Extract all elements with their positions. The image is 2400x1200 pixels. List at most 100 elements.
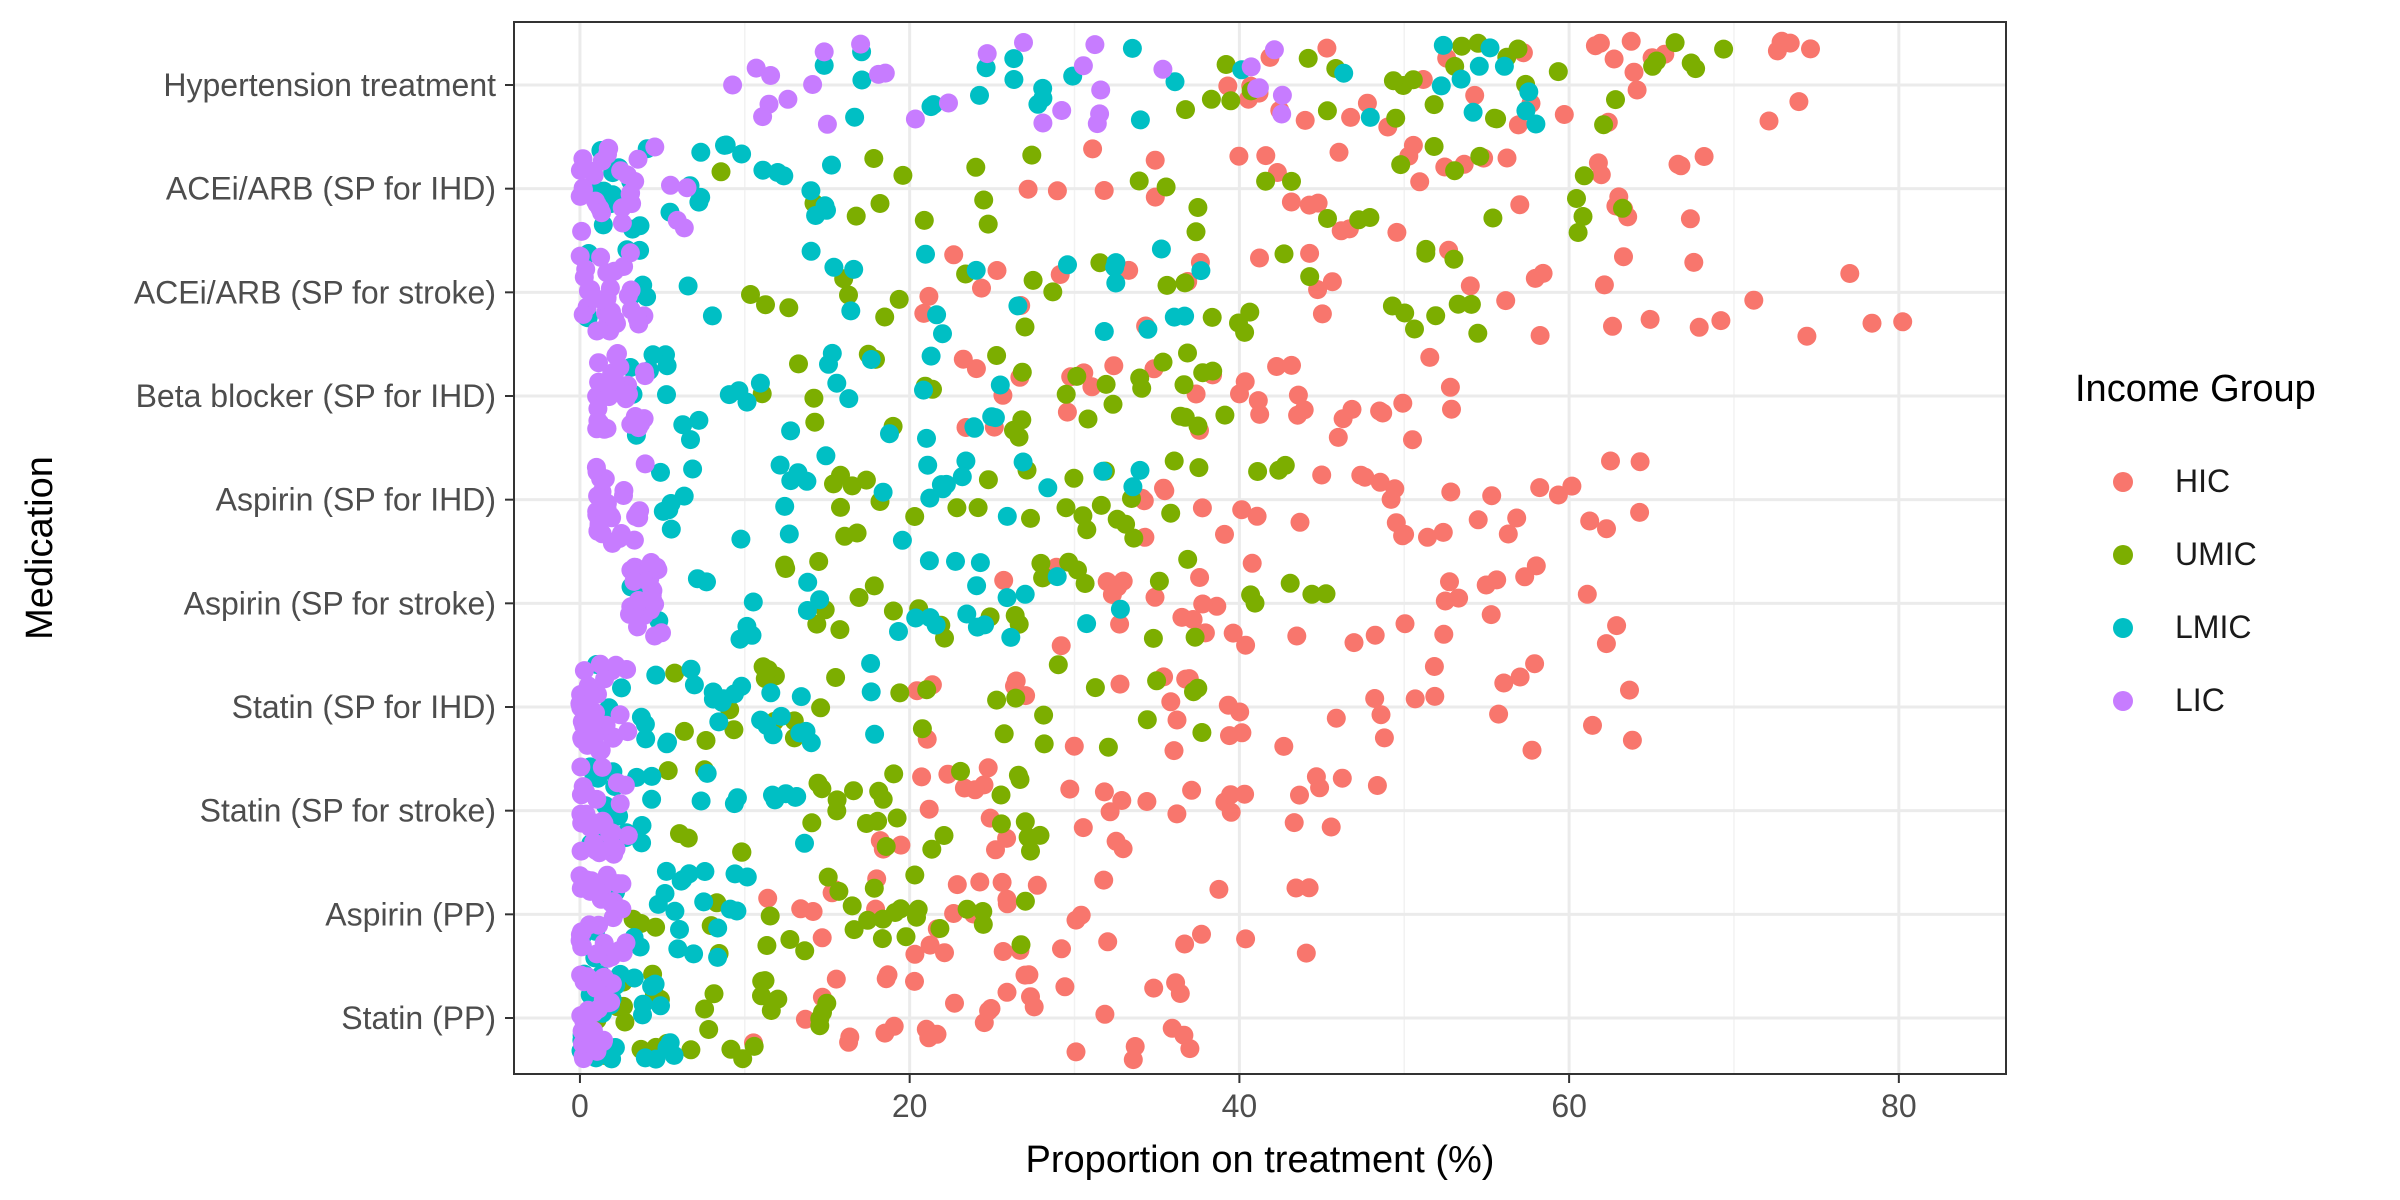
- y-tick-label: Aspirin (SP for IHD): [216, 482, 496, 518]
- data-point-umic: [930, 919, 950, 938]
- data-point-umic: [991, 785, 1011, 805]
- data-point-umic: [842, 476, 862, 496]
- data-point-hic: [1614, 247, 1633, 267]
- data-point-hic: [1232, 500, 1252, 520]
- data-point-hic: [1476, 575, 1496, 595]
- data-point-umic: [896, 927, 916, 947]
- data-point-hic: [992, 872, 1012, 892]
- data-point-hic: [1242, 553, 1262, 573]
- data-point-lmic: [927, 305, 947, 325]
- data-point-hic: [1580, 511, 1600, 531]
- data-point-lmic: [1004, 70, 1024, 89]
- data-point-umic: [847, 523, 867, 543]
- data-point-hic: [1066, 1042, 1086, 1062]
- data-point-hic: [1498, 524, 1518, 544]
- data-point-hic: [945, 993, 964, 1013]
- data-point-lmic: [633, 994, 653, 1014]
- data-point-hic: [993, 942, 1013, 961]
- data-point-hic: [1780, 33, 1800, 53]
- data-point-lmic: [861, 654, 881, 673]
- data-point-lic: [586, 841, 606, 860]
- data-point-lic: [597, 263, 617, 283]
- data-point-lmic: [917, 428, 936, 448]
- data-point-umic: [678, 828, 698, 848]
- data-point-lmic: [1123, 477, 1143, 497]
- data-point-lic: [746, 58, 766, 78]
- data-point-hic: [1373, 403, 1393, 423]
- data-point-umic: [873, 789, 893, 809]
- data-point-hic: [1620, 680, 1639, 700]
- data-point-hic: [965, 780, 985, 800]
- data-point-umic: [1416, 243, 1436, 263]
- data-point-lic: [851, 34, 871, 54]
- data-point-umic: [1015, 812, 1035, 832]
- data-point-lmic: [926, 615, 946, 635]
- data-point-umic: [830, 620, 850, 640]
- data-point-lmic: [732, 144, 752, 164]
- data-point-umic: [883, 601, 903, 621]
- data-point-umic: [1098, 737, 1118, 757]
- data-point-lic: [582, 161, 602, 181]
- data-point-hic: [966, 359, 986, 379]
- data-point-umic: [732, 842, 752, 862]
- data-point-umic: [846, 206, 866, 226]
- data-point-lmic: [1058, 255, 1077, 275]
- data-point-umic: [658, 761, 678, 781]
- data-point-umic: [1594, 115, 1614, 135]
- data-point-hic: [1236, 929, 1256, 949]
- data-point-hic: [1018, 179, 1038, 199]
- data-point-lmic: [1431, 76, 1451, 96]
- data-point-umic: [724, 720, 744, 740]
- data-point-umic: [1229, 313, 1248, 333]
- data-point-hic: [1440, 377, 1460, 397]
- data-point-hic: [997, 889, 1017, 909]
- data-point-hic: [987, 261, 1007, 280]
- data-point-hic: [1603, 316, 1622, 336]
- data-point-lic: [588, 399, 608, 419]
- data-point-hic: [1207, 596, 1227, 616]
- data-point-hic: [1357, 93, 1377, 113]
- data-point-hic: [1112, 791, 1132, 810]
- legend-label: LIC: [2175, 682, 2225, 718]
- data-point-hic: [1381, 489, 1401, 509]
- data-point-hic: [1497, 148, 1517, 168]
- data-point-umic: [974, 190, 994, 210]
- data-point-hic: [1424, 657, 1444, 676]
- data-point-lic: [803, 75, 823, 94]
- data-point-lmic: [642, 976, 662, 996]
- data-point-lic: [594, 1030, 614, 1050]
- data-point-lic: [1091, 80, 1111, 100]
- data-point-hic: [1110, 674, 1130, 694]
- data-point-lic: [612, 874, 632, 894]
- data-point-umic: [947, 498, 967, 518]
- data-point-hic: [1218, 695, 1238, 715]
- data-point-hic: [891, 835, 911, 855]
- data-point-umic: [1077, 520, 1097, 540]
- data-point-lmic: [827, 373, 847, 393]
- data-point-hic: [1548, 485, 1568, 505]
- data-point-hic: [1166, 973, 1186, 993]
- data-point-umic: [891, 899, 911, 919]
- data-point-umic: [1143, 628, 1163, 648]
- data-point-hic: [1393, 393, 1413, 413]
- data-point-lmic: [781, 421, 801, 441]
- x-tick-label: 60: [1551, 1088, 1587, 1124]
- y-tick-label: Aspirin (SP for stroke): [184, 585, 496, 621]
- data-point-hic: [935, 943, 954, 963]
- data-point-hic: [1290, 785, 1309, 805]
- data-point-umic: [1056, 384, 1076, 404]
- data-point-hic: [1145, 587, 1165, 607]
- data-point-hic: [1295, 110, 1315, 130]
- data-point-hic: [1167, 804, 1187, 824]
- data-point-umic: [1665, 33, 1685, 53]
- data-point-umic: [1011, 935, 1031, 955]
- data-point-hic: [1027, 875, 1047, 895]
- data-point-umic: [779, 298, 799, 318]
- data-point-hic: [1893, 312, 1913, 332]
- data-point-hic: [1299, 878, 1319, 898]
- data-point-lmic: [761, 683, 781, 703]
- data-point-lic: [610, 794, 630, 814]
- data-point-lic: [571, 757, 591, 777]
- legend-label: HIC: [2175, 463, 2231, 499]
- data-point-lic: [625, 171, 645, 191]
